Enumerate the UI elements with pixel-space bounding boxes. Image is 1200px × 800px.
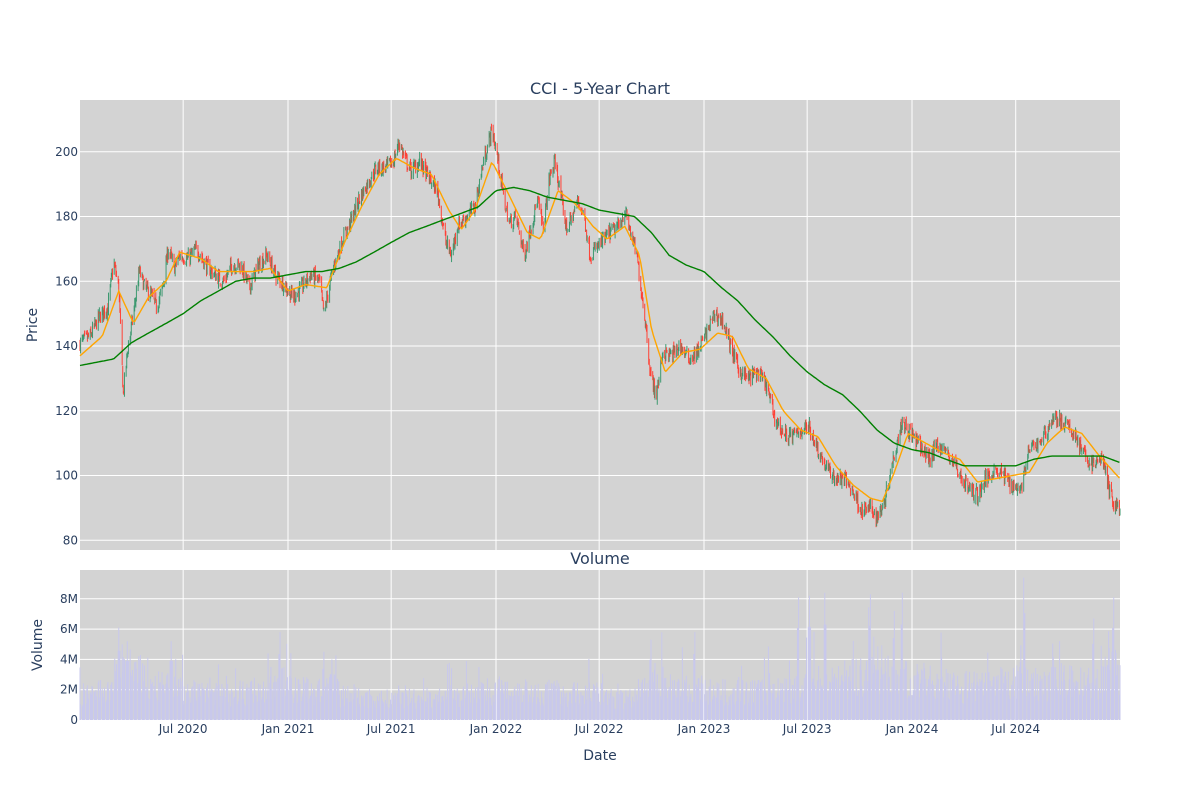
price-y-tick-label: 160: [55, 274, 78, 288]
volume-y-tick-label: 0: [70, 713, 78, 727]
price-axis-title: Price: [25, 308, 41, 342]
volume-panel: 0 2M 4M 6M 8M Volume Volume Jul 2020 Jan 2021…: [30, 549, 1121, 764]
short-moving-average-line: [79, 158, 1120, 503]
volume-bars: [79, 577, 1121, 720]
chart-title: CCI - 5-Year Chart: [530, 79, 670, 98]
price-y-tick-label: 100: [55, 469, 78, 483]
price-y-tick-label: 120: [55, 404, 78, 418]
price-y-tick-label: 80: [63, 533, 78, 547]
date-x-tick-label: Jul 2023: [782, 722, 832, 736]
volume-y-tick-labels: 0 2M 4M 6M 8M: [60, 592, 78, 727]
volume-y-tick-label: 6M: [60, 622, 78, 636]
date-x-tick-label: Jul 2022: [574, 722, 624, 736]
long-moving-average-line: [79, 186, 1120, 467]
date-x-tick-label: Jan 2022: [469, 722, 523, 736]
price-y-tick-label: 180: [55, 210, 78, 224]
volume-axis-title: Volume: [30, 619, 46, 671]
date-x-tick-labels: Jul 2020 Jan 2021 Jul 2021 Jan 2022 Jul 2022…: [158, 722, 1040, 736]
volume-y-tick-label: 2M: [60, 683, 78, 697]
date-x-tick-label: Jan 2024: [885, 722, 939, 736]
price-y-tick-label: 200: [55, 145, 78, 159]
volume-y-tick-label: 8M: [60, 592, 78, 606]
date-axis-title: Date: [583, 748, 616, 764]
price-y-tick-label: 140: [55, 339, 78, 353]
price-plot-area: [80, 100, 1120, 550]
price-y-tick-labels: 80 100 120 140 160 180 200: [55, 145, 78, 547]
price-candles: [79, 123, 1121, 528]
date-x-tick-label: Jan 2021: [261, 722, 315, 736]
date-x-tick-label: Jul 2021: [366, 722, 416, 736]
date-x-tick-label: Jan 2023: [677, 722, 731, 736]
date-x-tick-label: Jul 2024: [990, 722, 1040, 736]
volume-y-tick-label: 4M: [60, 652, 78, 666]
date-x-tick-label: Jul 2020: [158, 722, 208, 736]
volume-subplot-title: Volume: [570, 549, 630, 568]
